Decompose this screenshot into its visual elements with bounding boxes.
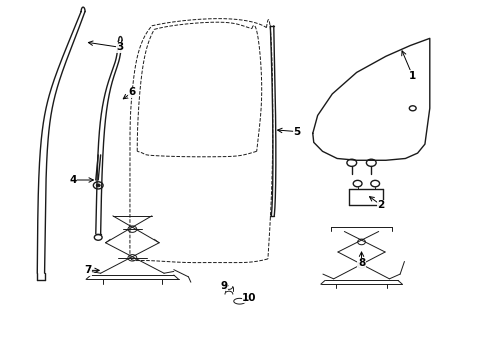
Circle shape: [96, 184, 100, 187]
Text: 3: 3: [116, 42, 123, 52]
Text: 9: 9: [220, 281, 227, 291]
Text: 8: 8: [357, 258, 365, 268]
Text: 1: 1: [408, 71, 415, 81]
Text: 10: 10: [242, 293, 256, 303]
Text: 7: 7: [83, 265, 91, 275]
Text: 2: 2: [377, 200, 384, 210]
Text: 6: 6: [128, 87, 136, 97]
Text: 5: 5: [293, 127, 300, 136]
Text: 4: 4: [69, 175, 77, 185]
